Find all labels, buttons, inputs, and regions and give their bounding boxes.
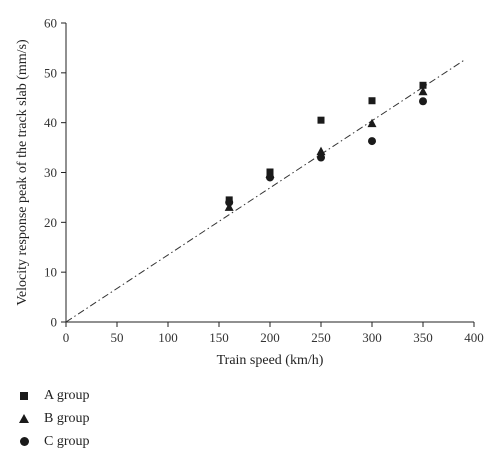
x-tick-label: 0 xyxy=(63,330,70,345)
y-tick-label: 50 xyxy=(44,65,57,80)
x-tick-label: 250 xyxy=(311,330,331,345)
x-tick-label: 300 xyxy=(362,330,382,345)
x-tick-label: 150 xyxy=(209,330,229,345)
data-point-triangle xyxy=(316,146,326,156)
y-tick-label: 60 xyxy=(44,16,57,31)
x-tick-label: 200 xyxy=(260,330,280,345)
y-tick-label: 40 xyxy=(44,115,57,130)
data-point-square xyxy=(317,116,325,124)
legend-item-a-group: A group xyxy=(16,384,216,407)
legend-item-b-group: B group xyxy=(16,407,216,430)
data-point-circle xyxy=(266,173,274,182)
data-point-circle xyxy=(225,198,234,207)
square-marker-icon xyxy=(16,388,32,404)
x-axis-title: Train speed (km/h) xyxy=(217,353,324,368)
legend: A group B group C group xyxy=(16,384,216,453)
ticks: 0 50 100 150 200 250 300 350 400 0 10 20 30 40 50 60 xyxy=(44,16,484,346)
y-axis-title: Velocity response peak of the track slab… xyxy=(15,39,30,306)
y-tick-label: 10 xyxy=(44,265,57,280)
data-point-triangle xyxy=(224,202,234,211)
legend-item-c-group: C group xyxy=(16,430,216,453)
legend-label: C group xyxy=(44,433,90,449)
data-point-triangle xyxy=(367,118,377,128)
x-tick-label: 50 xyxy=(111,330,124,345)
trend-line-layer xyxy=(65,59,465,323)
triangle-marker-icon xyxy=(16,411,32,427)
legend-label: A group xyxy=(44,387,90,403)
circle-marker-icon xyxy=(16,434,32,450)
y-tick-label: 30 xyxy=(44,165,57,180)
data-point-square xyxy=(368,97,376,105)
data-point-square xyxy=(419,81,427,89)
y-tick-label: 0 xyxy=(51,315,58,330)
data-point-circle xyxy=(368,137,376,146)
x-tick-label: 400 xyxy=(464,330,484,345)
trend-line xyxy=(65,59,465,323)
y-tick-label: 20 xyxy=(44,215,57,230)
x-tick-label: 100 xyxy=(158,330,178,345)
data-point-circle xyxy=(317,153,325,162)
legend-label: B group xyxy=(44,410,90,426)
data-point-circle xyxy=(419,97,427,106)
x-tick-label: 350 xyxy=(413,330,433,345)
data-point-triangle xyxy=(418,86,428,96)
data-points xyxy=(224,81,428,211)
